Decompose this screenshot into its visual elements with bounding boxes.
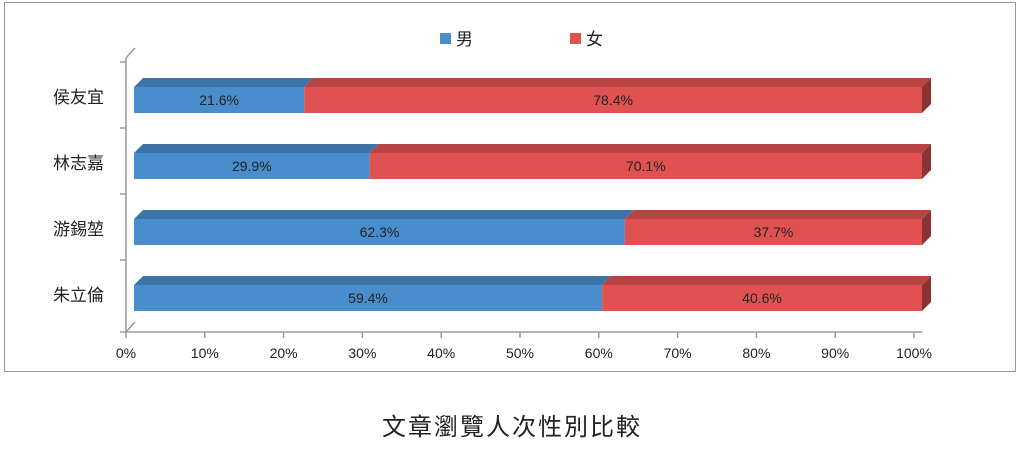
bar-male — [134, 153, 370, 179]
data-label: 37.7% — [754, 224, 794, 240]
x-tick-label: 10% — [191, 345, 219, 361]
legend-label-female: 女 — [586, 30, 603, 50]
x-tick-label: 20% — [270, 345, 298, 361]
bar-male — [134, 87, 305, 113]
bar-female — [624, 219, 922, 245]
bar-female — [369, 153, 922, 179]
y-axis-line — [125, 47, 136, 332]
x-tick-label: 60% — [585, 345, 613, 361]
x-tick-label: 0% — [116, 345, 136, 361]
legend-swatch-female — [570, 33, 581, 44]
data-label: 62.3% — [360, 224, 400, 240]
data-label: 40.6% — [742, 290, 782, 306]
legend-swatch-male — [440, 33, 451, 44]
bar-top-female — [624, 210, 931, 219]
bar-end-female — [922, 144, 931, 179]
category-label: 游錫堃 — [53, 220, 104, 240]
bar-top-male — [134, 78, 314, 87]
bar-female — [304, 87, 922, 113]
x-tick-label: 30% — [348, 345, 376, 361]
category-label: 林志嘉 — [53, 154, 104, 174]
bar-male — [134, 219, 625, 245]
bar-end-female — [922, 210, 931, 245]
bar-top-female — [369, 144, 931, 153]
bar-male — [134, 285, 603, 311]
data-label: 29.9% — [232, 158, 272, 174]
x-tick-label: 80% — [742, 345, 770, 361]
bar-top-male — [134, 210, 634, 219]
chart-caption: 文章瀏覽人次性別比較 — [382, 413, 642, 441]
legend-label-male: 男 — [456, 30, 473, 50]
data-label: 70.1% — [626, 158, 666, 174]
chart-svg: 0% 10% 20% 30% 40% 50% 60% 70% 80% 90% 100% 侯友宜林志嘉游… — [53, 30, 932, 361]
x-tick-label: 90% — [821, 345, 849, 361]
category-label: 侯友宜 — [53, 88, 104, 108]
bar-end-female — [922, 78, 931, 113]
category-label: 朱立倫 — [53, 286, 104, 306]
bar-top-female — [602, 276, 931, 285]
data-label: 59.4% — [348, 290, 388, 306]
bar-end-female — [922, 276, 931, 311]
bar-top-female — [304, 78, 931, 87]
data-label: 78.4% — [593, 92, 633, 108]
x-tick-label: 70% — [664, 345, 692, 361]
data-label: 21.6% — [199, 92, 239, 108]
x-tick-label: 100% — [896, 345, 932, 361]
floor-edge — [125, 321, 136, 333]
x-tick-label: 50% — [506, 345, 534, 361]
bar-top-male — [134, 144, 379, 153]
x-tick-label: 40% — [427, 345, 455, 361]
bar-top-male — [134, 276, 612, 285]
bar-female — [602, 285, 922, 311]
